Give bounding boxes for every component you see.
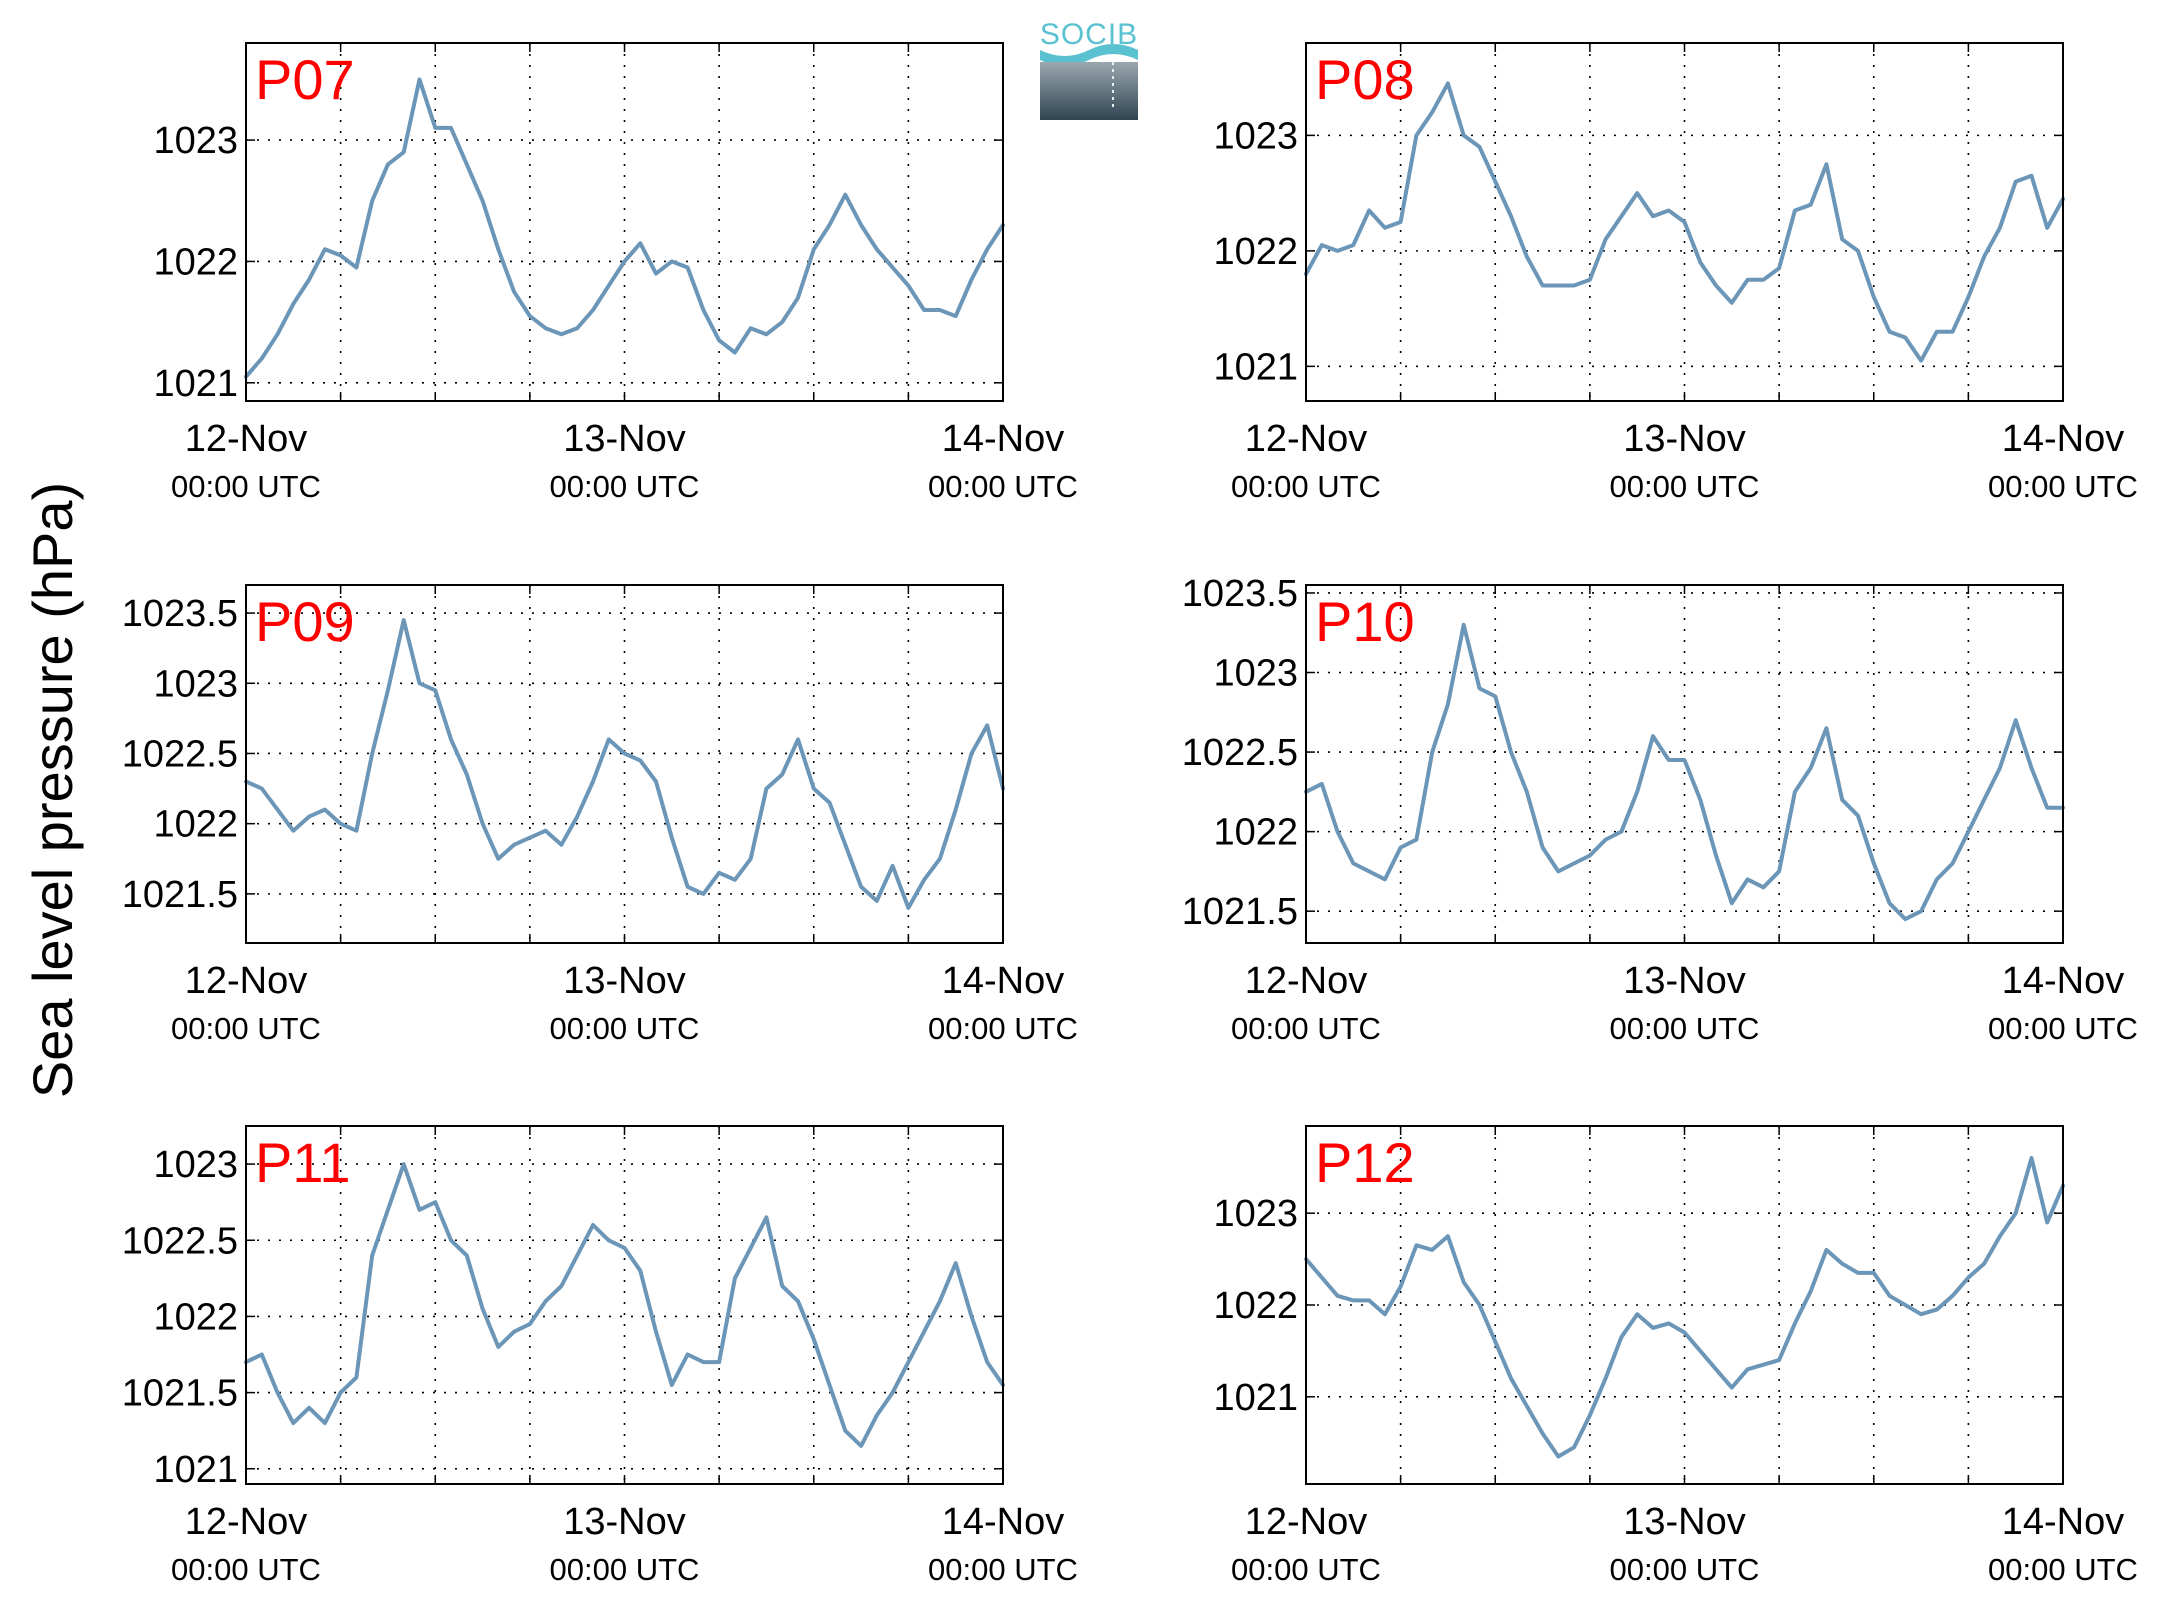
y-tick-label: 1023 xyxy=(153,120,238,162)
axes-frame xyxy=(245,584,1004,944)
x-tick-label-time: 00:00 UTC xyxy=(550,1011,700,1046)
series-line xyxy=(1304,622,2065,922)
y-tick-label: 1022.5 xyxy=(1182,732,1298,774)
figure-y-axis-label: Sea level pressure (hPa) xyxy=(21,482,84,1098)
axes-frame xyxy=(1305,584,2064,944)
axes-frame xyxy=(1305,42,2064,402)
y-tick-label: 1021 xyxy=(1213,1377,1298,1419)
x-tick-label-time: 00:00 UTC xyxy=(550,469,700,504)
x-tick-label-date: 12-Nov xyxy=(185,1501,308,1543)
axes-frame xyxy=(245,42,1004,402)
series-line xyxy=(244,1162,1005,1448)
plot-area xyxy=(246,43,1003,401)
panel-p07: 1021 1022 1023 12-Nov 00:00 UTC 13-Nov 00:00 U… xyxy=(153,42,1078,504)
panel-title: P11 xyxy=(255,1131,350,1194)
y-tick-label: 1023 xyxy=(1213,115,1298,157)
y-tick-label: 1022 xyxy=(153,1296,238,1338)
x-tick-label-time: 00:00 UTC xyxy=(1231,469,1381,504)
y-tick-label: 1022 xyxy=(1213,1285,1298,1327)
y-tick-label: 1021.5 xyxy=(122,1373,238,1415)
x-tick-label-date: 13-Nov xyxy=(563,418,686,460)
x-tick-label-date: 14-Nov xyxy=(2002,960,2125,1002)
x-tick-label-time: 00:00 UTC xyxy=(1231,1011,1381,1046)
x-tick-label-date: 12-Nov xyxy=(1245,1501,1368,1543)
plot-area xyxy=(246,585,1003,943)
panel-title: P10 xyxy=(1315,590,1415,653)
panel-title: P12 xyxy=(1315,1131,1415,1194)
socib-logo: SOCIB xyxy=(1040,18,1138,120)
y-tick-label: 1022 xyxy=(1213,231,1298,273)
plot-area xyxy=(246,1126,1003,1484)
x-tick-label-date: 12-Nov xyxy=(185,418,308,460)
y-tick-label: 1022.5 xyxy=(122,733,238,775)
x-tick-label-time: 00:00 UTC xyxy=(928,1552,1078,1587)
y-tick-label: 1023.5 xyxy=(122,593,238,635)
x-tick-label-date: 13-Nov xyxy=(1623,1501,1746,1543)
panel-title: P07 xyxy=(255,48,355,111)
x-tick-label-date: 13-Nov xyxy=(1623,960,1746,1002)
x-tick-label-time: 00:00 UTC xyxy=(171,1552,321,1587)
series-line xyxy=(244,77,1005,379)
plot-area xyxy=(1306,1126,2063,1484)
x-tick-label-date: 13-Nov xyxy=(563,960,686,1002)
series-line xyxy=(1304,1156,2065,1459)
x-tick-label-date: 14-Nov xyxy=(942,418,1065,460)
x-tick-label-time: 00:00 UTC xyxy=(1610,1011,1760,1046)
x-tick-label-date: 14-Nov xyxy=(2002,1501,2125,1543)
y-tick-label: 1021 xyxy=(1213,346,1298,388)
x-tick-label-date: 13-Nov xyxy=(563,1501,686,1543)
y-tick-label: 1022.5 xyxy=(122,1220,238,1262)
logo-wave-icon xyxy=(1040,44,1138,66)
y-tick-label: 1022 xyxy=(153,804,238,846)
x-tick-label-time: 00:00 UTC xyxy=(928,1011,1078,1046)
x-tick-label-date: 14-Nov xyxy=(2002,418,2125,460)
x-tick-label-date: 12-Nov xyxy=(1245,418,1368,460)
y-tick-label: 1022 xyxy=(153,241,238,283)
series-line xyxy=(244,618,1005,910)
panel-title: P09 xyxy=(255,590,355,653)
panel-p12: 1021 1022 1023 12-Nov 00:00 UTC 13-Nov 00:00 U… xyxy=(1213,1125,2138,1587)
panel-p10: 1021.5 1022 1022.5 1023 1023.5 12-Nov 00:00 UT… xyxy=(1182,573,2138,1046)
panels-container: 1021 1022 1023 12-Nov 00:00 UTC 13-Nov 00:00 U… xyxy=(122,42,2138,1587)
x-tick-label-time: 00:00 UTC xyxy=(171,1011,321,1046)
y-tick-label: 1021.5 xyxy=(122,874,238,916)
x-tick-label-time: 00:00 UTC xyxy=(928,469,1078,504)
x-tick-label-time: 00:00 UTC xyxy=(1988,469,2138,504)
x-tick-label-time: 00:00 UTC xyxy=(550,1552,700,1587)
panel-p11: 1021 1021.5 1022 1022.5 1023 12-Nov 00:00 UTC 1… xyxy=(122,1125,1078,1587)
y-tick-label: 1021 xyxy=(153,1449,238,1491)
axes-frame xyxy=(1305,1125,2064,1485)
x-tick-label-date: 14-Nov xyxy=(942,1501,1065,1543)
x-tick-label-date: 14-Nov xyxy=(942,960,1065,1002)
x-tick-label-date: 12-Nov xyxy=(185,960,308,1002)
y-tick-label: 1022 xyxy=(1213,812,1298,854)
x-tick-label-date: 12-Nov xyxy=(1245,960,1368,1002)
y-tick-label: 1021.5 xyxy=(1182,891,1298,933)
y-tick-label: 1023 xyxy=(1213,1193,1298,1235)
x-tick-label-time: 00:00 UTC xyxy=(1988,1011,2138,1046)
panel-p08: 1021 1022 1023 12-Nov 00:00 UTC 13-Nov 00:00 U… xyxy=(1213,42,2138,504)
x-tick-label-date: 13-Nov xyxy=(1623,418,1746,460)
y-tick-label: 1023.5 xyxy=(1182,573,1298,615)
y-tick-label: 1023 xyxy=(1213,653,1298,695)
axes-frame xyxy=(245,1125,1004,1485)
x-tick-label-time: 00:00 UTC xyxy=(171,469,321,504)
x-tick-label-time: 00:00 UTC xyxy=(1610,1552,1760,1587)
y-tick-label: 1023 xyxy=(153,663,238,705)
panel-title: P08 xyxy=(1315,48,1415,111)
panel-p09: 1021.5 1022 1022.5 1023 1023.5 12-Nov 00:00 UT… xyxy=(122,584,1078,1046)
y-tick-label: 1023 xyxy=(153,1144,238,1186)
y-tick-label: 1021 xyxy=(153,363,238,405)
x-tick-label-time: 00:00 UTC xyxy=(1988,1552,2138,1587)
logo-block-icon xyxy=(1040,62,1138,120)
x-tick-label-time: 00:00 UTC xyxy=(1610,469,1760,504)
x-tick-label-time: 00:00 UTC xyxy=(1231,1552,1381,1587)
